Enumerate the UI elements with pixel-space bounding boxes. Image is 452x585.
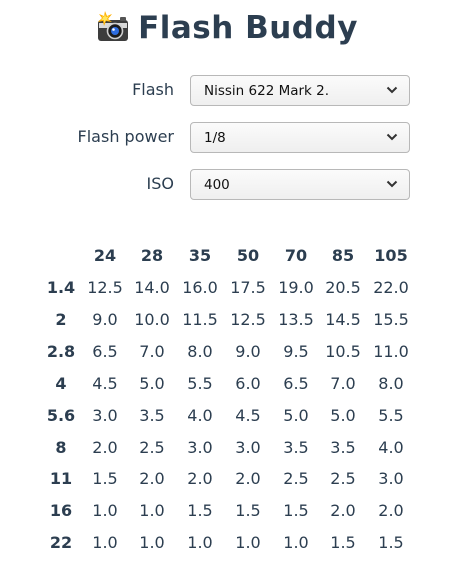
iso-label: ISO [146, 174, 174, 193]
table-cell: 3.5 [330, 437, 356, 457]
table-cell: 1.0 [139, 501, 165, 521]
app-header: Flash Buddy [0, 6, 452, 50]
row-header: 1.4 [46, 278, 76, 297]
table-cell: 1.0 [283, 533, 309, 553]
table-cell: 2.0 [378, 501, 404, 521]
table-cell: 2.0 [187, 469, 213, 489]
flash-power-select[interactable]: 1/8 [190, 122, 410, 153]
table-cell: 1.0 [235, 533, 261, 553]
flash-select-value: Nissin 622 Mark 2. [204, 83, 330, 99]
flash-power-select-value: 1/8 [204, 130, 226, 146]
table-cell: 8.0 [187, 341, 213, 361]
table-cell: 3.0 [235, 437, 261, 457]
table-cell: 5.0 [283, 405, 309, 425]
table-cell: 5.5 [378, 405, 404, 425]
table-cell: 7.0 [330, 373, 356, 393]
iso-row: ISO 400 [0, 169, 452, 200]
table-cell: 1.0 [139, 533, 165, 553]
iso-select[interactable]: 400 [190, 169, 410, 200]
table-cell: 14.5 [325, 309, 361, 329]
table-cell: 1.0 [92, 533, 118, 553]
table-cell: 6.5 [283, 373, 309, 393]
row-header: 2 [55, 309, 67, 329]
flash-row: Flash Nissin 622 Mark 2. [0, 75, 452, 106]
column-header: 70 [284, 246, 308, 265]
table-cell: 17.5 [230, 278, 266, 297]
table-cell: 1.5 [235, 501, 261, 521]
table-cell: 3.0 [92, 405, 118, 425]
table-cell: 20.5 [325, 278, 361, 297]
table-cell: 2.5 [139, 437, 165, 457]
flash-select[interactable]: Nissin 622 Mark 2. [190, 75, 410, 106]
camera-flash-icon [98, 11, 129, 41]
table-cell: 1.5 [187, 501, 213, 521]
column-header: 28 [140, 246, 164, 265]
table-cell: 2.0 [235, 469, 261, 489]
table-cell: 19.0 [278, 278, 314, 297]
table-cell: 4.0 [378, 437, 404, 457]
table-cell: 4.0 [187, 405, 213, 425]
table-cell: 1.5 [283, 501, 309, 521]
table-cell: 6.0 [235, 373, 261, 393]
table-cell: 7.0 [139, 341, 165, 361]
column-header: 24 [93, 246, 117, 265]
table-cell: 6.5 [92, 341, 118, 361]
table-cell: 1.0 [92, 501, 118, 521]
table-cell: 9.0 [92, 309, 118, 329]
table-cell: 10.5 [325, 341, 361, 361]
table-cell: 3.5 [283, 437, 309, 457]
table-cell: 5.0 [139, 373, 165, 393]
flash-label: Flash [132, 80, 174, 99]
flash-power-row: Flash power 1/8 [0, 122, 452, 153]
table-cell: 12.5 [230, 309, 266, 329]
row-header: 5.6 [46, 405, 76, 425]
table-cell: 14.0 [134, 278, 170, 297]
table-cell: 4.5 [92, 373, 118, 393]
table-cell: 11.0 [373, 341, 409, 361]
table-cell: 2.0 [330, 501, 356, 521]
row-header: 2.8 [46, 341, 76, 361]
column-header: 35 [188, 246, 212, 265]
table-cell: 2.5 [283, 469, 309, 489]
app-title: Flash Buddy [138, 10, 358, 46]
table-cell: 3.5 [139, 405, 165, 425]
table-cell: 12.5 [87, 278, 123, 297]
row-header: 8 [55, 437, 67, 457]
table-cell: 3.0 [187, 437, 213, 457]
row-header: 16 [49, 501, 73, 521]
table-cell: 5.0 [330, 405, 356, 425]
table-cell: 2.5 [330, 469, 356, 489]
table-cell: 9.0 [235, 341, 261, 361]
table-cell: 22.0 [373, 278, 409, 297]
column-header: 105 [374, 246, 408, 265]
row-header: 11 [49, 469, 73, 489]
chevron-down-icon [386, 86, 398, 94]
table-cell: 8.0 [378, 373, 404, 393]
table-cell: 1.5 [92, 469, 118, 489]
chevron-down-icon [386, 180, 398, 188]
table-cell: 16.0 [182, 278, 218, 297]
table-cell: 1.5 [378, 533, 404, 553]
table-cell: 3.0 [378, 469, 404, 489]
table-cell: 10.0 [134, 309, 170, 329]
table-cell: 2.0 [139, 469, 165, 489]
row-header: 22 [49, 533, 73, 553]
column-header: 50 [236, 246, 260, 265]
table-cell: 5.5 [187, 373, 213, 393]
table-cell: 11.5 [182, 309, 218, 329]
chevron-down-icon [386, 133, 398, 141]
table-cell: 13.5 [278, 309, 314, 329]
table-cell: 9.5 [283, 341, 309, 361]
table-cell: 2.0 [92, 437, 118, 457]
table-cell: 1.5 [330, 533, 356, 553]
row-header: 4 [55, 373, 67, 393]
table-cell: 15.5 [373, 309, 409, 329]
iso-select-value: 400 [204, 177, 230, 193]
flash-power-label: Flash power [77, 127, 174, 146]
table-cell: 1.0 [187, 533, 213, 553]
table-cell: 4.5 [235, 405, 261, 425]
column-header: 85 [331, 246, 355, 265]
